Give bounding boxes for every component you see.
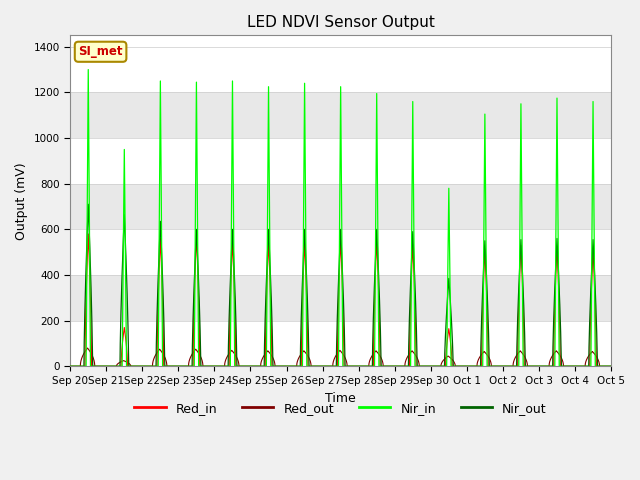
Nir_in xyxy=(269,363,276,369)
Nir_out xyxy=(492,363,500,369)
Line: Red_in: Red_in xyxy=(70,234,611,366)
Red_in xyxy=(182,363,190,369)
Bar xyxy=(70,138,611,184)
Red_in xyxy=(269,363,276,369)
Red_out xyxy=(605,363,613,369)
Red_out xyxy=(177,363,184,369)
Red_out xyxy=(269,355,276,360)
Red_out xyxy=(67,363,74,369)
Nir_in xyxy=(607,363,615,369)
Red_in xyxy=(67,363,74,369)
Bar xyxy=(70,321,611,366)
Nir_in xyxy=(492,363,500,369)
Y-axis label: Output (mV): Output (mV) xyxy=(15,162,28,240)
Nir_in xyxy=(84,67,92,72)
Red_in xyxy=(415,363,423,369)
Nir_out xyxy=(177,363,184,369)
Red_out xyxy=(607,363,615,369)
Title: LED NDVI Sensor Output: LED NDVI Sensor Output xyxy=(246,15,435,30)
Nir_out xyxy=(415,363,423,369)
Bar xyxy=(70,93,611,138)
Bar xyxy=(70,47,611,93)
X-axis label: Time: Time xyxy=(325,392,356,405)
Red_out xyxy=(492,363,500,369)
Red_in xyxy=(492,363,500,369)
Nir_out xyxy=(84,202,92,207)
Nir_in xyxy=(67,363,74,369)
Line: Red_out: Red_out xyxy=(70,348,611,366)
Nir_in xyxy=(177,363,184,369)
Nir_out xyxy=(269,351,276,357)
Line: Nir_out: Nir_out xyxy=(70,204,611,366)
Bar xyxy=(70,275,611,321)
Red_out xyxy=(415,362,423,368)
Nir_out xyxy=(605,363,613,369)
Nir_in xyxy=(415,363,423,369)
Red_in xyxy=(84,231,92,237)
Red_in xyxy=(607,363,615,369)
Bar xyxy=(70,229,611,275)
Red_in xyxy=(177,363,184,369)
Text: SI_met: SI_met xyxy=(78,45,123,58)
Red_out xyxy=(182,363,190,369)
Nir_out xyxy=(182,363,190,369)
Red_in xyxy=(605,363,613,369)
Nir_in xyxy=(182,363,190,369)
Legend: Red_in, Red_out, Nir_in, Nir_out: Red_in, Red_out, Nir_in, Nir_out xyxy=(129,396,552,420)
Nir_out xyxy=(607,363,615,369)
Line: Nir_in: Nir_in xyxy=(70,70,611,366)
Nir_in xyxy=(605,363,613,369)
Nir_out xyxy=(67,363,74,369)
Bar xyxy=(70,184,611,229)
Red_out xyxy=(84,345,92,351)
